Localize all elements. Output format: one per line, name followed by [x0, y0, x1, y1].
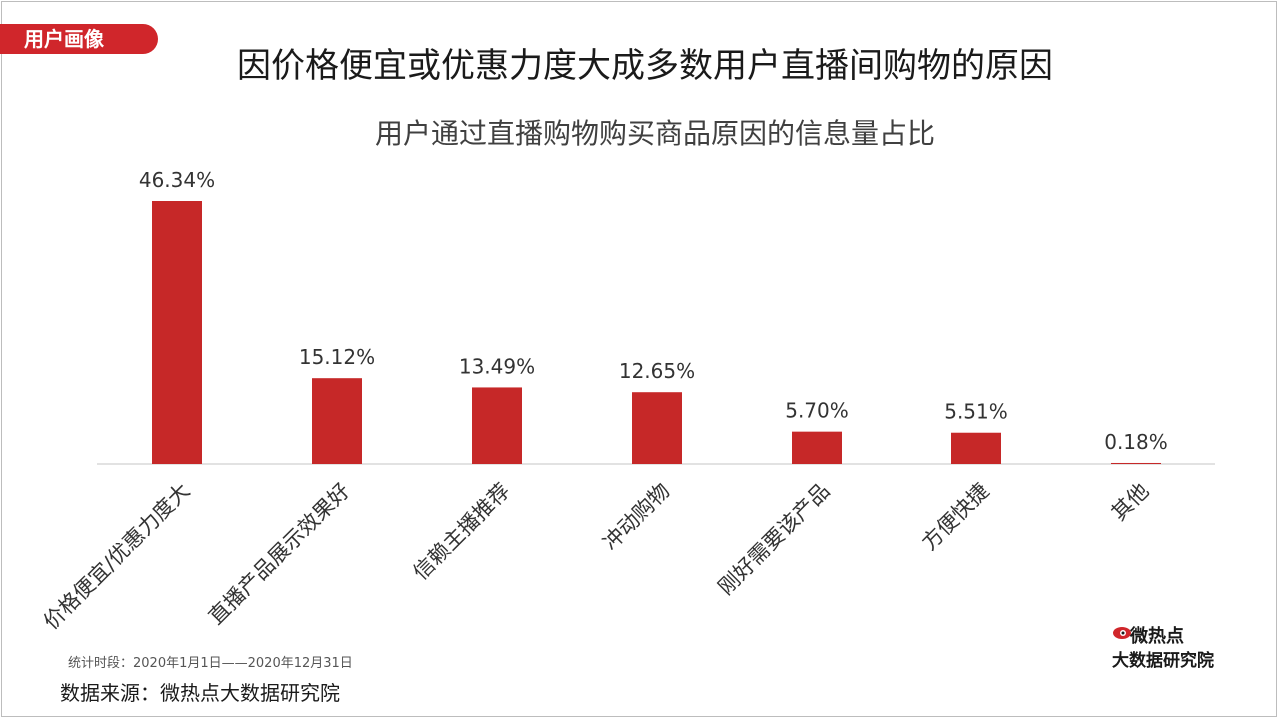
- category-label-3: 冲动购物: [598, 479, 674, 555]
- logo-name: 微热点: [1130, 626, 1184, 647]
- bar-3: [632, 392, 682, 464]
- bar-2: [472, 387, 522, 464]
- bar-6: [1111, 462, 1161, 464]
- category-label-1: 直播产品展示效果好: [204, 479, 355, 630]
- bar-value-label-1: 15.12%: [299, 345, 375, 369]
- category-label-6: 其他: [1107, 479, 1154, 526]
- bar-4: [792, 431, 842, 464]
- data-source: 数据来源：微热点大数据研究院: [60, 681, 340, 705]
- bar-value-label-2: 13.49%: [459, 354, 535, 378]
- main-title: 因价格便宜或优惠力度大成多数用户直播间购物的原因: [237, 46, 1053, 86]
- logo-eye-icon: [1113, 627, 1131, 639]
- bar-value-label-4: 5.70%: [785, 399, 849, 423]
- section-tag: 用户画像: [0, 24, 158, 54]
- bar-5: [951, 432, 1001, 464]
- stat-period: 统计时段：2020年1月1日——2020年12月31日: [68, 656, 353, 671]
- category-label-5: 方便快捷: [917, 479, 993, 555]
- category-label-0: 价格便宜/优惠力度大: [39, 479, 195, 635]
- bar-value-label-0: 46.34%: [139, 168, 215, 192]
- bar-0: [152, 201, 202, 464]
- bar-1: [312, 378, 362, 464]
- logo: 微热点 大数据研究院: [1112, 622, 1242, 671]
- logo-subtitle: 大数据研究院: [1112, 651, 1214, 671]
- bar-value-label-3: 12.65%: [619, 359, 695, 383]
- chart-title: 用户通过直播购物购买商品原因的信息量占比: [374, 117, 935, 150]
- bar-value-label-5: 5.51%: [944, 400, 1008, 424]
- bar-value-label-6: 0.18%: [1104, 430, 1168, 454]
- category-label-2: 信赖主播推荐: [408, 479, 514, 585]
- category-label-4: 刚好需要该产品: [714, 479, 835, 600]
